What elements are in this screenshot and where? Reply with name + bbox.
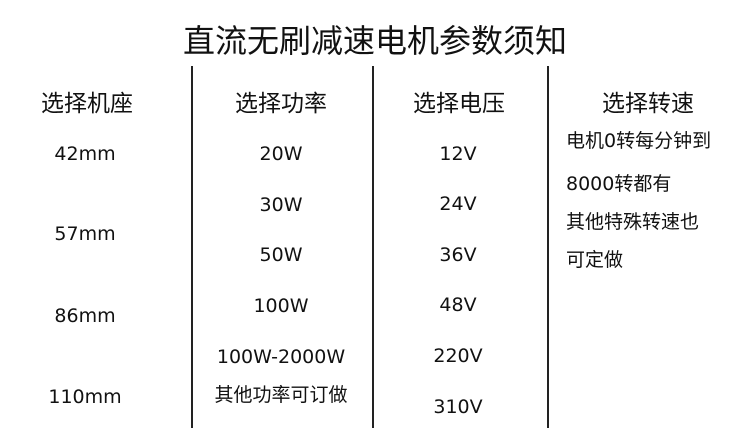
page-title: 直流无刷减速电机参数须知 <box>182 22 567 60</box>
speed-note-line: 电机0转每分钟到 <box>566 130 712 152</box>
header-speed: 选择转速 <box>602 91 694 117</box>
power-value: 20W <box>259 143 303 165</box>
column-divider <box>191 66 193 428</box>
voltage-value: 12V <box>439 143 477 165</box>
speed-note-line: 可定做 <box>566 249 624 271</box>
voltage-value: 24V <box>439 193 477 215</box>
speed-note-line: 8000转都有 <box>566 173 672 195</box>
speed-note-line: 其他特殊转速也 <box>566 211 700 233</box>
column-divider <box>547 66 549 428</box>
voltage-value: 310V <box>433 396 483 418</box>
column-divider <box>372 66 374 428</box>
power-value: 其他功率可订做 <box>214 384 348 406</box>
voltage-value: 220V <box>433 345 483 367</box>
power-value: 30W <box>259 194 303 216</box>
header-voltage: 选择电压 <box>413 91 505 117</box>
voltage-value: 48V <box>439 294 477 316</box>
frame-size-value: 86mm <box>54 305 116 327</box>
frame-size-value: 42mm <box>54 143 116 165</box>
header-frame-size: 选择机座 <box>41 91 133 117</box>
power-value: 100W <box>253 295 309 317</box>
voltage-value: 36V <box>439 244 477 266</box>
frame-size-value: 57mm <box>54 223 116 245</box>
power-value: 50W <box>259 244 303 266</box>
power-value: 100W-2000W <box>216 346 346 368</box>
header-power: 选择功率 <box>235 91 327 117</box>
frame-size-value: 110mm <box>48 386 122 408</box>
